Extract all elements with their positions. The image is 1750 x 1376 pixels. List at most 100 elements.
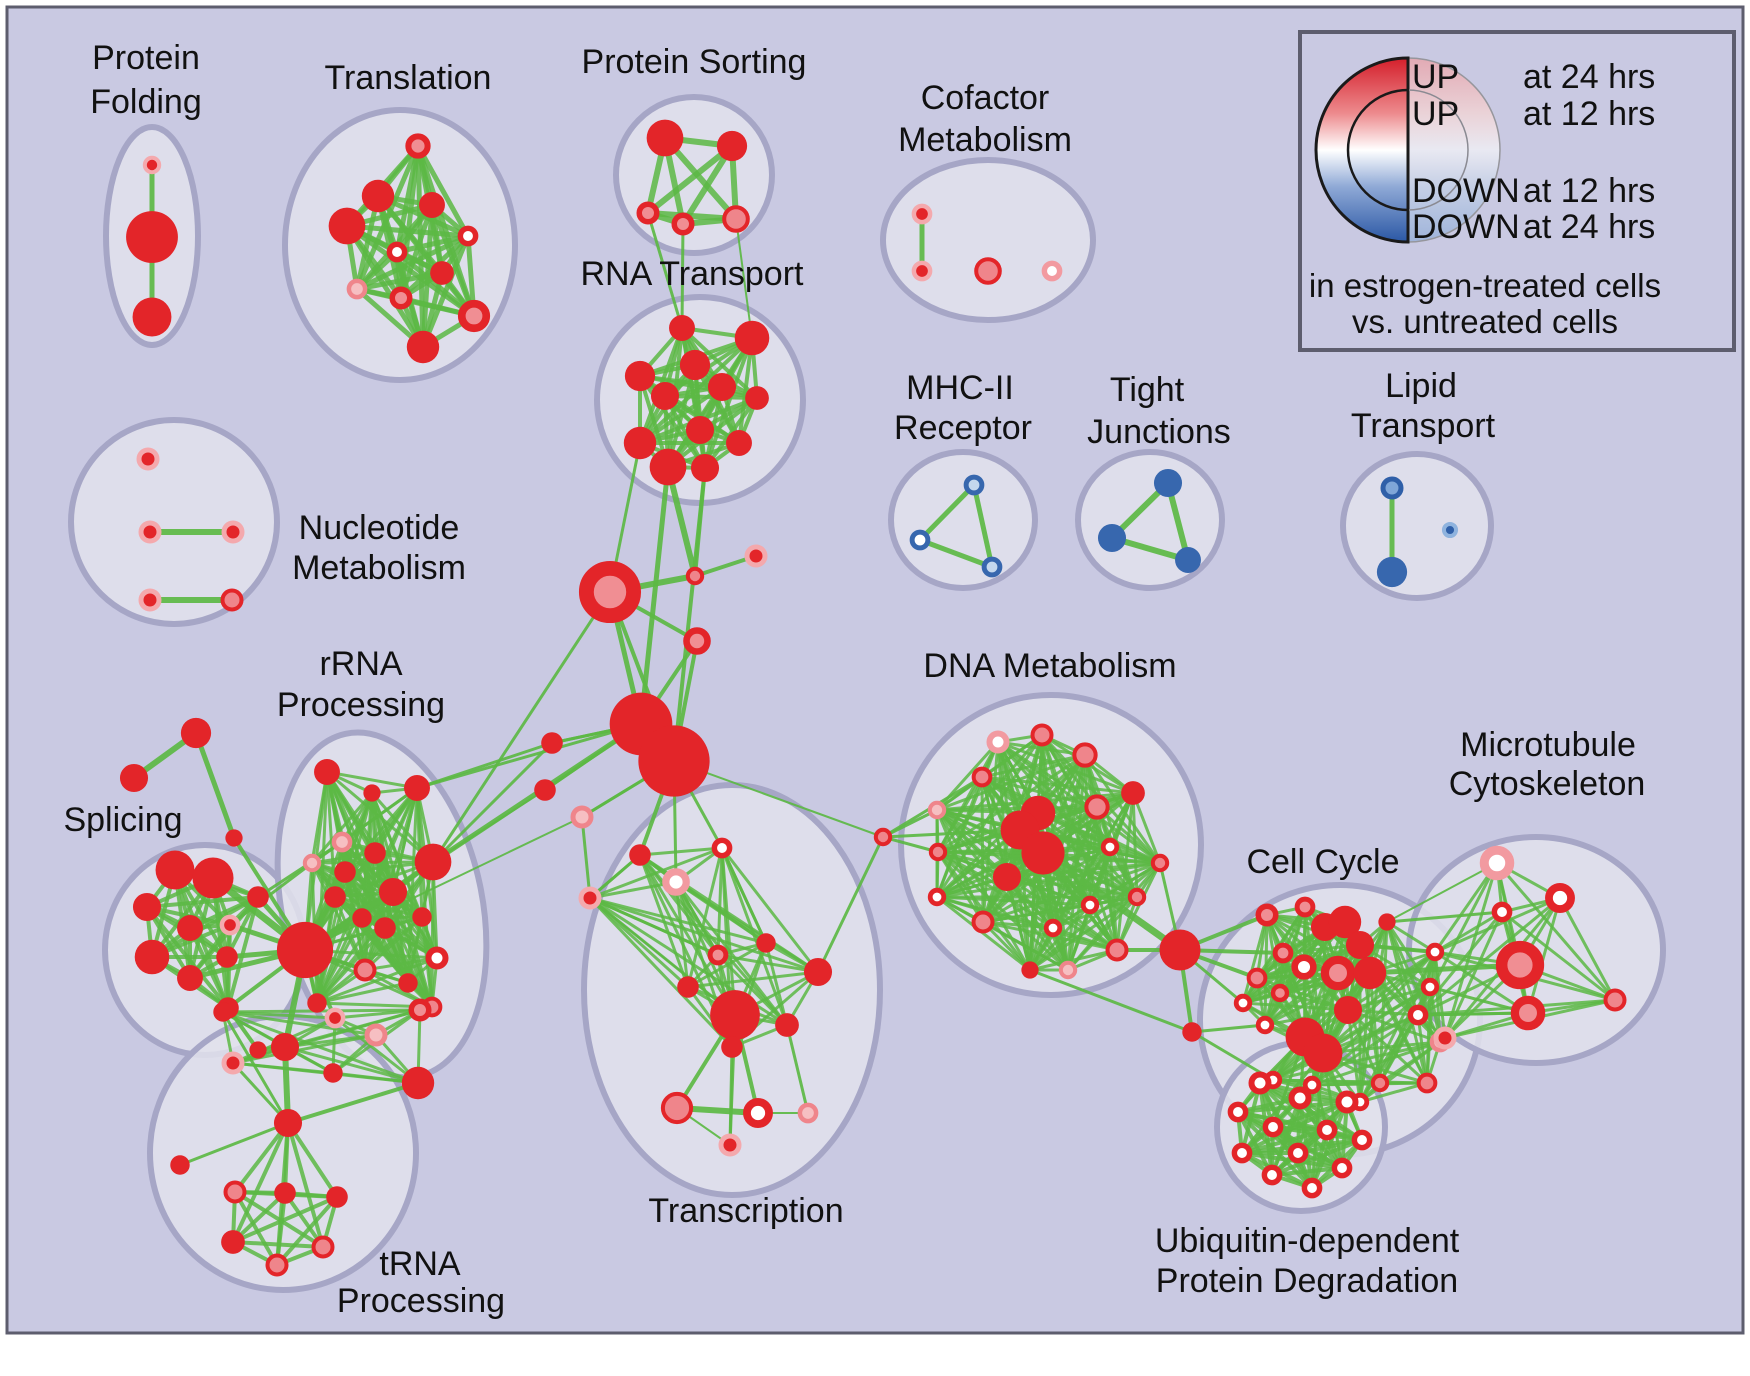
- cluster-label-protein-folding: Folding: [90, 83, 202, 121]
- node-RW: [1043, 918, 1063, 938]
- network-edge: [980, 775, 1135, 795]
- node-P: [971, 766, 993, 788]
- network-edge: [881, 828, 1022, 839]
- node-RW: [1335, 1090, 1359, 1114]
- node-R: [364, 842, 386, 864]
- node-PR: [221, 520, 245, 544]
- network-edge: [1270, 1166, 1344, 1177]
- cluster-label-microtubule-cytoskeleton: Cytoskeleton: [1449, 765, 1646, 803]
- node-R: [307, 993, 327, 1013]
- legend-row-down-12: DOWN at 12 hrs: [1412, 171, 1655, 211]
- node-RW: [1287, 1142, 1309, 1164]
- network-edge: [980, 753, 1087, 779]
- node-R: [419, 192, 445, 218]
- node-RP: [1255, 903, 1279, 927]
- legend-time: at 24 hrs: [1523, 208, 1656, 246]
- node-RW: [425, 946, 449, 970]
- network-edge: [980, 775, 1099, 809]
- node-P: [1150, 853, 1170, 873]
- node-R: [624, 360, 656, 392]
- network-edge: [286, 1081, 420, 1125]
- cluster-label-tight-junctions: Junctions: [1087, 413, 1231, 451]
- network-edge: [256, 840, 344, 899]
- node-PR: [911, 203, 933, 225]
- network-edge: [233, 1190, 279, 1267]
- network-edge: [638, 464, 671, 727]
- node-BC: [1441, 521, 1459, 539]
- network-edge: [1005, 875, 1139, 899]
- network-edge: [1108, 845, 1139, 899]
- network-nodes: [119, 119, 1627, 1277]
- legend-row-up-12: UP at 12 hrs: [1412, 94, 1655, 134]
- node-RW: [1231, 1142, 1253, 1164]
- network-edge: [1028, 861, 1162, 972]
- network-edge: [663, 394, 759, 400]
- cluster-label-mhc-ii-receptor: MHC-II: [906, 369, 1014, 407]
- node-RW: [1080, 895, 1100, 915]
- node-RW: [1291, 954, 1317, 980]
- cluster-label-lipid-transport: Lipid: [1385, 367, 1457, 405]
- network-edge: [432, 789, 546, 863]
- network-edge: [430, 860, 435, 1009]
- network-edge: [431, 741, 554, 864]
- node-R: [721, 1036, 743, 1058]
- network-edge: [363, 956, 439, 972]
- cluster-label-cofactor-metabolism: Cofactor: [921, 79, 1050, 117]
- cluster-label-nucleotide-metabolism: Metabolism: [292, 549, 466, 587]
- node-R: [274, 1182, 296, 1204]
- network-edge: [981, 903, 1092, 924]
- node-PP: [346, 278, 368, 300]
- node-R: [276, 921, 334, 979]
- node-P: [353, 958, 377, 982]
- node-R: [679, 349, 711, 381]
- network-edge: [1558, 896, 1617, 1002]
- network-edge: [1095, 805, 1162, 865]
- network-edge: [431, 590, 612, 864]
- node-P: [873, 827, 893, 847]
- network-edge: [735, 218, 753, 339]
- node-RP: [1510, 995, 1546, 1031]
- node-RW: [1316, 1119, 1338, 1141]
- cluster-ellipse-mhc-ii-receptor: [888, 449, 1038, 591]
- node-RW: [457, 225, 479, 247]
- node-R: [623, 426, 657, 460]
- network-edge: [315, 956, 439, 1005]
- node-RW: [711, 837, 733, 859]
- network-edge: [935, 733, 1044, 899]
- cluster-label-trna-processing: Processing: [337, 1282, 505, 1320]
- network-edge: [394, 249, 477, 319]
- network-edge: [415, 722, 643, 790]
- node-RP: [1270, 983, 1290, 1003]
- node-P: [1072, 742, 1098, 768]
- node-PW: [986, 730, 1010, 754]
- node-R: [775, 1013, 799, 1037]
- node-R: [328, 207, 366, 245]
- network-edge: [226, 895, 260, 1010]
- node-RP: [578, 560, 642, 624]
- network-edge: [728, 1045, 734, 1147]
- network-edge: [638, 853, 737, 1017]
- network-edge: [286, 1121, 339, 1199]
- network-edge: [310, 791, 374, 865]
- network-edge: [785, 1023, 810, 1115]
- network-edge: [588, 896, 768, 945]
- network-edge: [304, 816, 583, 951]
- node-P: [1084, 794, 1110, 820]
- node-R: [690, 453, 720, 483]
- cluster-label-trna-processing: tRNA: [379, 1245, 461, 1283]
- legend-icon-left-half: [1314, 56, 1410, 244]
- cluster-label-rrna-processing: rRNA: [319, 645, 402, 683]
- cluster-label-ubiquitin-dependent-protein-degradation: Ubiquitin-dependent: [1155, 1222, 1460, 1260]
- node-R: [119, 763, 149, 793]
- network-edge: [674, 880, 690, 989]
- node-P: [311, 1235, 335, 1259]
- cluster-label-protein-sorting: Protein Sorting: [582, 43, 807, 81]
- network-edge: [674, 880, 789, 1027]
- network-edge: [580, 815, 592, 900]
- network-edge: [1386, 862, 1498, 923]
- network-edge: [394, 233, 471, 255]
- node-R: [685, 415, 715, 445]
- node-R: [170, 1155, 190, 1175]
- network-edge: [645, 143, 735, 216]
- network-edge: [1036, 811, 1162, 865]
